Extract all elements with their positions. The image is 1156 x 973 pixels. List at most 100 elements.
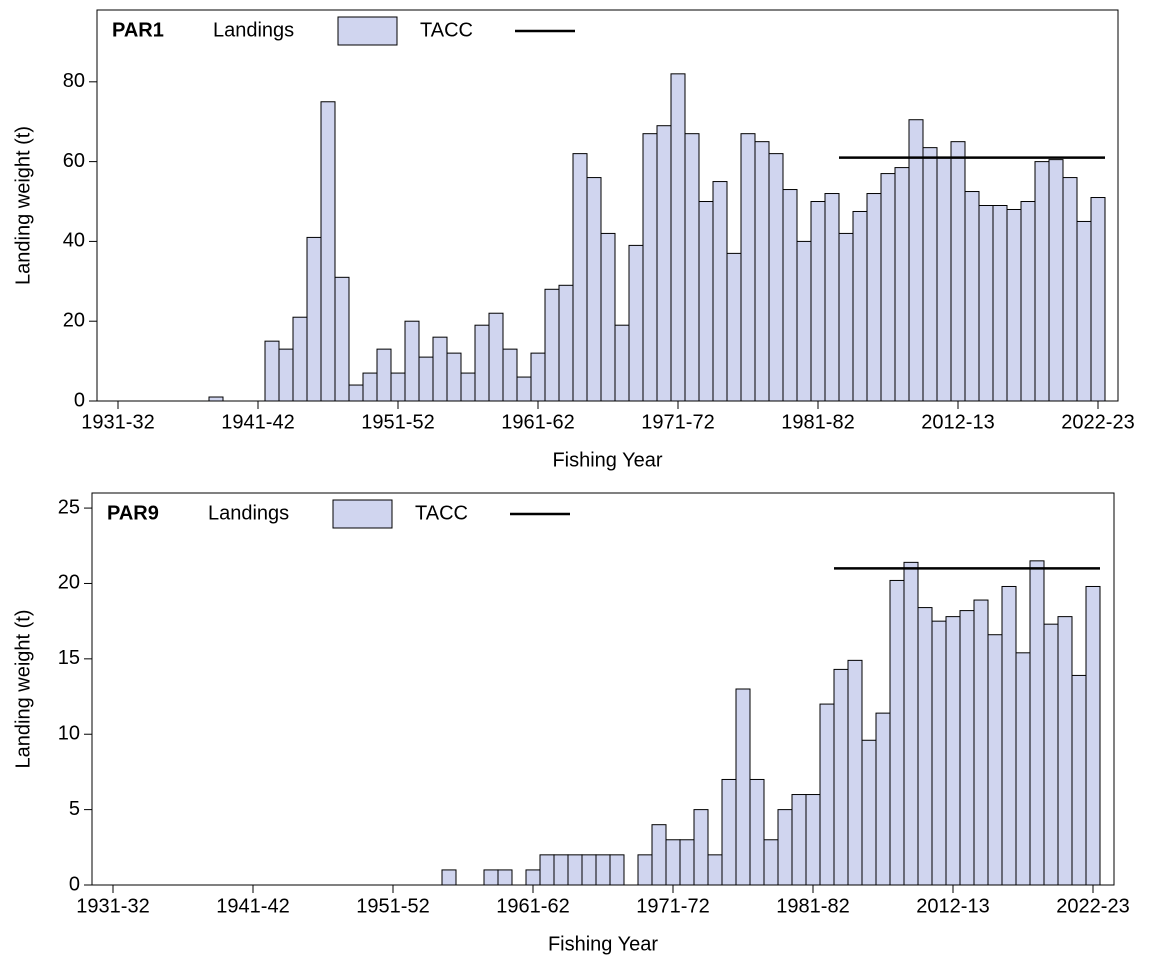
bar: [917, 607, 933, 886]
bar: [754, 141, 770, 402]
bar: [768, 153, 784, 402]
bar: [726, 252, 742, 402]
bar: [441, 869, 457, 886]
bar: [567, 854, 583, 886]
bar: [1006, 208, 1022, 402]
bar: [418, 356, 434, 402]
bar: [679, 839, 695, 886]
bar: [707, 854, 723, 886]
bar: [1015, 652, 1031, 886]
bar: [866, 193, 882, 402]
bar: [539, 854, 555, 886]
x-tick-label: 2022-23: [1061, 411, 1134, 433]
x-tick-label: 2022-23: [1056, 895, 1129, 917]
bar: [609, 854, 625, 886]
bar: [572, 153, 588, 402]
bar: [973, 599, 989, 886]
bar: [875, 712, 891, 886]
x-tick-label: 1951-52: [356, 895, 429, 917]
bar: [791, 794, 807, 886]
bar: [586, 177, 602, 402]
bar: [208, 396, 224, 402]
bar: [833, 668, 849, 886]
bar: [1071, 674, 1087, 886]
bar: [614, 324, 630, 402]
bar: [278, 348, 294, 402]
bar: [544, 288, 560, 402]
bar: [810, 201, 826, 402]
bar: [992, 205, 1008, 402]
bar: [446, 352, 462, 402]
x-tick-label: 1951-52: [361, 411, 434, 433]
bar: [558, 284, 574, 402]
bar: [763, 839, 779, 886]
bar: [600, 232, 616, 402]
bar: [838, 232, 854, 402]
bar: [1020, 201, 1036, 402]
bar: [651, 824, 667, 886]
bar: [292, 316, 308, 402]
bar: [581, 854, 597, 886]
plot-frame: [96, 9, 1119, 402]
bar: [852, 210, 868, 402]
x-tick-label: 1971-72: [636, 895, 709, 917]
y-tick-label: 0: [69, 873, 80, 895]
y-tick-label: 10: [58, 723, 80, 745]
y-axis-label: Landing weight (t): [12, 126, 34, 285]
x-tick-label: 1961-62: [496, 895, 569, 917]
bar: [908, 119, 924, 402]
bar: [483, 869, 499, 886]
bar: [306, 236, 322, 402]
y-tick-label: 60: [63, 150, 85, 172]
bar: [931, 620, 947, 886]
bar: [376, 348, 392, 402]
bar: [642, 133, 658, 402]
bar: [987, 634, 1003, 886]
bar: [721, 778, 737, 886]
x-tick-label: 1941-42: [216, 895, 289, 917]
bar: [735, 688, 751, 886]
bar: [530, 352, 546, 402]
y-axis-label: Landing weight (t): [12, 610, 34, 769]
bar: [945, 616, 961, 886]
x-tick-label: 1931-32: [76, 895, 149, 917]
legend-label: Landings: [208, 502, 289, 524]
bar: [1034, 161, 1050, 402]
bar: [684, 133, 700, 402]
y-tick-label: 20: [58, 572, 80, 594]
legend-title: PAR1: [112, 19, 164, 41]
x-tick-label: 1941-42: [221, 411, 294, 433]
bar: [796, 240, 812, 402]
bar: [712, 181, 728, 402]
bar: [894, 167, 910, 402]
bar: [740, 133, 756, 402]
bar: [861, 739, 877, 886]
bar: [362, 372, 378, 402]
legend-swatch: [337, 16, 398, 46]
bar: [880, 173, 896, 402]
bar: [1076, 220, 1092, 402]
bar: [978, 205, 994, 402]
bar: [1085, 585, 1101, 886]
x-tick-label: 2012-13: [921, 411, 994, 433]
y-tick-label: 5: [69, 798, 80, 820]
chart: 0 5 10 15 20 25 1931-32 1941-42 1951-52 1961-62 19…: [12, 492, 1130, 955]
bar: [348, 384, 364, 402]
bar: [488, 312, 504, 402]
bar: [698, 201, 714, 402]
bar: [525, 869, 541, 886]
bar: [1090, 197, 1106, 402]
y-tick-label: 25: [58, 496, 80, 518]
bar: [782, 189, 798, 402]
bar: [516, 376, 532, 402]
legend-swatch: [332, 499, 393, 529]
bar: [903, 561, 919, 886]
bar: [889, 579, 905, 886]
y-tick-label: 40: [63, 230, 85, 252]
bar: [749, 778, 765, 886]
bar: [847, 659, 863, 886]
bar: [824, 193, 840, 402]
x-tick-label: 1981-82: [776, 895, 849, 917]
x-tick-label: 1971-72: [641, 411, 714, 433]
